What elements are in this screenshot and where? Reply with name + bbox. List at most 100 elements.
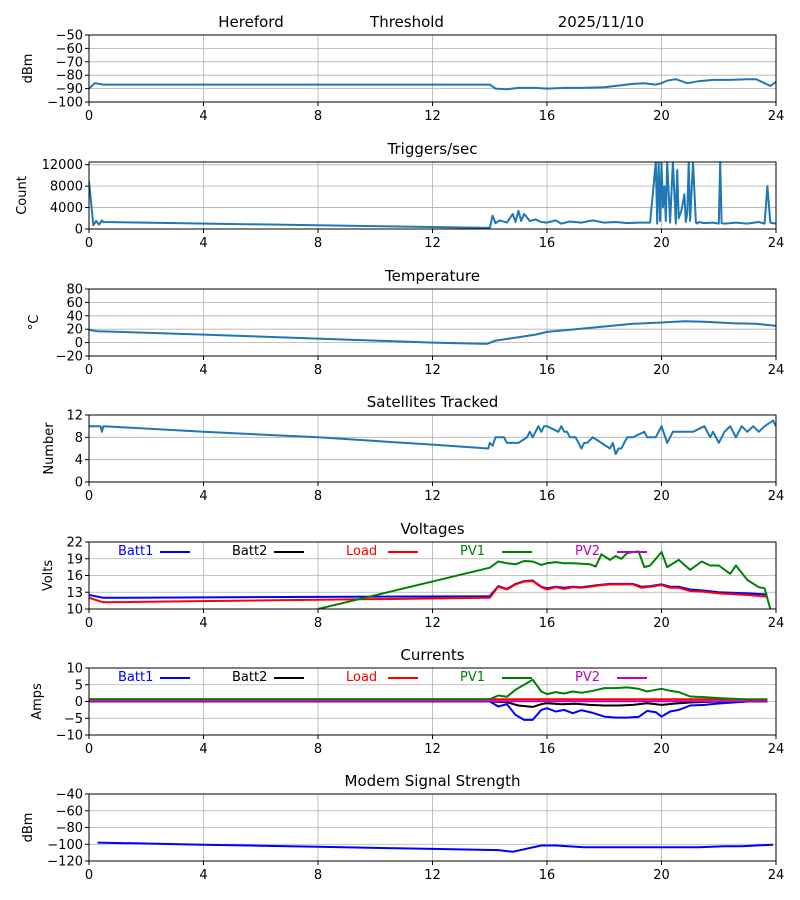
series-line-signal <box>89 78 776 91</box>
panel-title: Modem Signal Strength <box>345 772 521 790</box>
y-tick-label: 0 <box>75 695 83 710</box>
x-tick-label: 16 <box>539 742 556 757</box>
y-tick-label: 12 <box>66 409 83 424</box>
x-tick-label: 12 <box>424 868 441 883</box>
x-tick-label: 16 <box>539 109 556 124</box>
x-tick-label: 12 <box>424 363 441 378</box>
x-tick-label: 24 <box>768 236 785 251</box>
y-tick-label: −60 <box>56 804 83 819</box>
x-tick-label: 4 <box>199 868 207 883</box>
y-tick-label: 40 <box>66 309 83 324</box>
y-tick-label: 5 <box>75 678 83 693</box>
y-axis-label: °C <box>27 315 42 331</box>
y-tick-label: −100 <box>47 838 83 853</box>
y-tick-label: −120 <box>47 855 83 870</box>
y-axis-label: Number <box>42 422 57 475</box>
y-tick-label: 60 <box>66 296 83 311</box>
y-tick-label: −10 <box>56 729 83 744</box>
x-tick-label: 24 <box>768 489 785 504</box>
y-tick-label: −40 <box>56 788 83 803</box>
x-tick-label: 12 <box>424 489 441 504</box>
x-tick-label: 12 <box>424 109 441 124</box>
y-tick-label: 4000 <box>50 201 83 216</box>
x-tick-label: 0 <box>85 489 93 504</box>
x-tick-label: 20 <box>653 236 670 251</box>
x-tick-label: 24 <box>768 742 785 757</box>
panel-title: Triggers/sec <box>387 140 478 158</box>
x-tick-label: 16 <box>539 236 556 251</box>
panel-title: Voltages <box>400 520 464 538</box>
legend-label-pv2: PV2 <box>575 544 600 559</box>
x-tick-label: 20 <box>653 868 670 883</box>
series-line-load <box>89 580 768 604</box>
panel-modem: 0 4 8 12 16 20 24 −40−60 −80 −100 −120 dBm Modem Sig… <box>21 772 784 883</box>
x-tick-label: 24 <box>768 868 785 883</box>
y-axis-label: dBm <box>21 54 36 84</box>
x-tick-label: 24 <box>768 109 785 124</box>
y-tick-label: 19 <box>66 552 83 567</box>
x-tick-label: 0 <box>85 868 93 883</box>
legend-label-batt1: Batt1 <box>118 670 153 685</box>
y-tick-label: −100 <box>47 96 83 111</box>
x-tick-label: 0 <box>85 742 93 757</box>
series-line-batt2 <box>89 700 768 708</box>
legend-label-load: Load <box>346 670 377 685</box>
x-tick-label: 16 <box>539 363 556 378</box>
y-tick-label: −90 <box>56 82 83 97</box>
legend-label-batt2: Batt2 <box>232 544 267 559</box>
x-tick-label: 12 <box>424 742 441 757</box>
x-tick-label: 16 <box>539 489 556 504</box>
y-axis-label: Count <box>15 176 30 215</box>
y-tick-label: −5 <box>64 712 83 727</box>
y-axis-label: dBm <box>21 813 36 843</box>
series-line-modem <box>97 841 774 853</box>
header-mode: Threshold <box>369 13 444 31</box>
y-tick-label: 16 <box>66 569 83 584</box>
panel-signal: 0 4 8 12 16 20 24 −50−60−70−80−90−100 dBm <box>21 29 784 125</box>
legend-label-batt1: Batt1 <box>118 544 153 559</box>
y-tick-label: −80 <box>56 821 83 836</box>
y-axis-label: Amps <box>30 683 45 720</box>
series-line-batt1 <box>89 700 768 721</box>
header-station: Hereford <box>218 13 283 31</box>
y-tick-label: 0 <box>75 223 83 238</box>
legend-label-pv1: PV1 <box>460 544 485 559</box>
series-line-pv1 <box>317 550 772 609</box>
x-tick-label: 0 <box>85 616 93 631</box>
y-tick-label: 10 <box>66 603 83 618</box>
panel-title: Temperature <box>384 267 480 285</box>
y-tick-label: 12000 <box>42 158 83 173</box>
x-tick-label: 12 <box>424 616 441 631</box>
series-line-temperature <box>89 320 776 345</box>
panel-satellites: 0 4 8 12 16 20 24 12 8 4 0 Number Satellites Tracked <box>42 393 784 504</box>
x-tick-label: 4 <box>199 236 207 251</box>
x-tick-label: 8 <box>314 868 322 883</box>
x-tick-label: 8 <box>314 236 322 251</box>
legend-label-pv1: PV1 <box>460 670 485 685</box>
x-tick-label: 12 <box>424 236 441 251</box>
y-axis-label: Volts <box>41 560 56 592</box>
y-tick-label: −70 <box>56 55 83 70</box>
x-tick-label: 0 <box>85 363 93 378</box>
x-tick-label: 24 <box>768 363 785 378</box>
y-tick-label: −60 <box>56 42 83 57</box>
y-tick-label: 0 <box>75 336 83 351</box>
y-tick-label: −20 <box>56 350 83 365</box>
legend-label-pv2: PV2 <box>575 670 600 685</box>
x-tick-label: 8 <box>314 742 322 757</box>
x-tick-label: 8 <box>314 489 322 504</box>
y-tick-label: 20 <box>66 323 83 338</box>
x-tick-label: 20 <box>653 363 670 378</box>
y-tick-label: 8 <box>75 431 83 446</box>
x-tick-label: 16 <box>539 616 556 631</box>
y-tick-label: 13 <box>66 586 83 601</box>
x-tick-label: 8 <box>314 109 322 124</box>
x-tick-label: 8 <box>314 363 322 378</box>
x-tick-label: 24 <box>768 616 785 631</box>
legend-label-batt2: Batt2 <box>232 670 267 685</box>
